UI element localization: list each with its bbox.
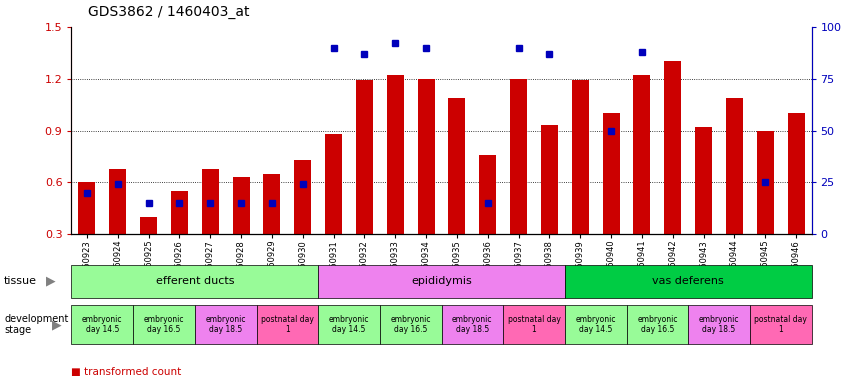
Text: tissue: tissue	[4, 276, 37, 286]
Text: ▶: ▶	[52, 318, 61, 331]
Bar	[233, 177, 250, 234]
Bar	[726, 98, 743, 234]
Bar	[263, 174, 280, 234]
Text: postnatal day
1: postnatal day 1	[261, 315, 314, 334]
Text: vas deferens: vas deferens	[653, 276, 724, 286]
Text: embryonic
day 16.5: embryonic day 16.5	[144, 315, 184, 334]
Text: postnatal day
1: postnatal day 1	[508, 315, 560, 334]
Text: efferent ducts: efferent ducts	[156, 276, 234, 286]
Text: embryonic
day 14.5: embryonic day 14.5	[575, 315, 616, 334]
Bar	[757, 131, 774, 234]
Text: embryonic
day 16.5: embryonic day 16.5	[637, 315, 678, 334]
Bar	[78, 182, 95, 234]
Bar	[541, 125, 558, 234]
Bar	[387, 75, 404, 234]
Text: GDS3862 / 1460403_at: GDS3862 / 1460403_at	[88, 5, 250, 19]
Bar	[171, 191, 188, 234]
Bar	[418, 79, 435, 234]
Text: development
stage: development stage	[4, 314, 69, 335]
Text: embryonic
day 18.5: embryonic day 18.5	[452, 315, 493, 334]
Bar	[109, 169, 126, 234]
Text: embryonic
day 18.5: embryonic day 18.5	[205, 315, 246, 334]
Text: embryonic
day 18.5: embryonic day 18.5	[699, 315, 739, 334]
Bar	[356, 81, 373, 234]
Bar	[325, 134, 342, 234]
Bar	[633, 75, 650, 234]
Text: embryonic
day 14.5: embryonic day 14.5	[82, 315, 123, 334]
Bar	[664, 61, 681, 234]
Text: embryonic
day 14.5: embryonic day 14.5	[329, 315, 369, 334]
Text: ▶: ▶	[46, 275, 56, 288]
Bar	[510, 79, 527, 234]
Bar	[603, 113, 620, 234]
Bar	[294, 160, 311, 234]
Text: embryonic
day 16.5: embryonic day 16.5	[390, 315, 431, 334]
Bar	[202, 169, 219, 234]
Bar	[479, 155, 496, 234]
Bar	[140, 217, 157, 234]
Bar	[572, 81, 589, 234]
Text: epididymis: epididymis	[411, 276, 472, 286]
Text: ■ transformed count: ■ transformed count	[71, 367, 182, 377]
Text: postnatal day
1: postnatal day 1	[754, 315, 807, 334]
Bar	[448, 98, 465, 234]
Bar	[788, 113, 805, 234]
Bar	[696, 127, 712, 234]
